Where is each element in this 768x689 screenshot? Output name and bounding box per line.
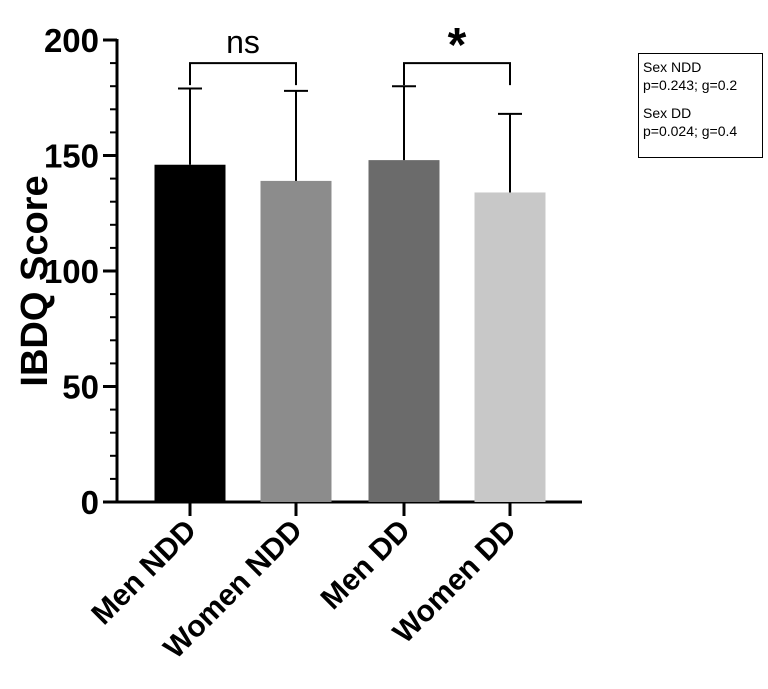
error-bars [178,85,522,193]
bar-women-ndd [260,180,332,502]
significance-label: * [448,19,467,72]
legend-entry-sex-dd: Sex DD p=0.024; g=0.4 [643,104,762,140]
y-tick-label: 0 [81,484,99,521]
y-tick-label: 100 [44,253,99,290]
legend-entry-sex-ndd: Sex NDD p=0.243; g=0.2 [643,58,762,94]
legend-stats: p=0.243; g=0.2 [643,77,738,93]
y-tick-label: 150 [44,138,99,175]
bar-men-ndd [154,164,226,503]
significance-bracket [189,62,297,86]
x-tick-label: Men DD [315,514,417,616]
y-axis-title: IBDQ Score [14,175,56,386]
y-tick-label: 50 [62,369,99,406]
legend-stats: p=0.024; g=0.4 [643,123,738,139]
legend-title: Sex DD [643,105,692,121]
bar-women-dd [474,192,546,502]
y-tick-label: 200 [44,22,99,59]
bar-men-dd [368,160,440,502]
legend-title: Sex NDD [643,59,702,75]
significance-label: ns [226,24,260,60]
stats-legend: Sex NDD p=0.243; g=0.2 Sex DD p=0.024; g… [638,53,763,158]
significance-brackets: ns * [189,19,511,86]
bars [154,160,546,503]
significance-bracket [403,62,511,86]
